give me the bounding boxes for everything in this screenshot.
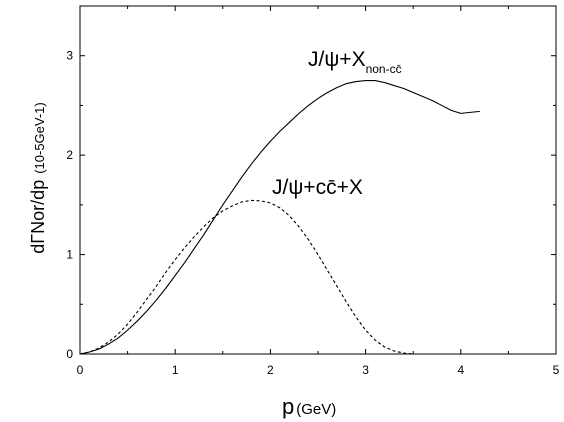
x-tick-label: 2 <box>267 363 274 377</box>
series-layer <box>79 80 480 355</box>
series-label-cc: J/ψ+cc̄+X <box>272 176 363 199</box>
x-tick-label: 1 <box>172 363 179 377</box>
x-tick-label: 4 <box>457 363 464 377</box>
series-line-cc <box>79 199 418 355</box>
x-tick-label: 5 <box>553 363 560 377</box>
series-label-non-cc: J/ψ+Xnon-cc̄ <box>308 48 402 76</box>
axis-tick-labels: 0 1 2 3 4 5 0 1 2 3 <box>66 49 559 377</box>
y-axis-title: dΓNor/dp(10-5GeV-1) <box>28 102 48 254</box>
x-axis-title: p (GeV) <box>282 394 336 419</box>
y-tick-label: 0 <box>66 347 73 361</box>
series-line-non-cc <box>79 80 480 355</box>
axis-ticks <box>79 5 557 355</box>
y-tick-label: 3 <box>66 49 73 63</box>
y-tick-label: 2 <box>66 148 73 162</box>
y-tick-label: 1 <box>66 248 73 262</box>
x-tick-label: 3 <box>362 363 369 377</box>
x-tick-label: 0 <box>77 363 84 377</box>
